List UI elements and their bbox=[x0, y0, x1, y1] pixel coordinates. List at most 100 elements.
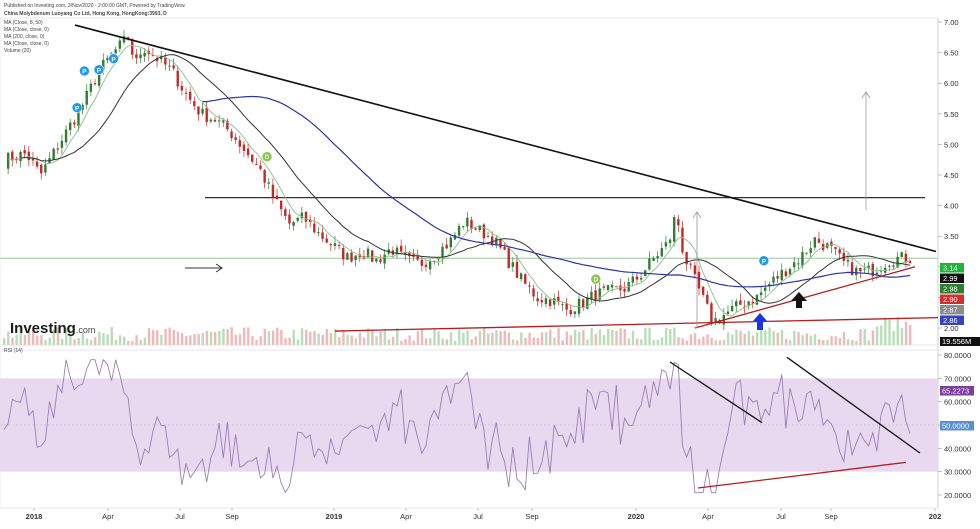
price-badge bbox=[940, 315, 964, 325]
volume-bar bbox=[809, 335, 813, 345]
volume-bar bbox=[267, 331, 271, 345]
price-pane bbox=[0, 17, 939, 346]
volume-bar bbox=[222, 328, 225, 345]
rsi-value-badge-text: 65.2273 bbox=[942, 387, 969, 396]
volume-bar bbox=[271, 330, 275, 345]
volume-bar bbox=[56, 327, 60, 345]
volume-bar bbox=[110, 327, 113, 345]
volume-bar bbox=[27, 331, 31, 345]
volume-bar bbox=[160, 334, 163, 345]
dividend-marker bbox=[93, 64, 105, 76]
volume-bar bbox=[664, 327, 668, 345]
rsi-support-line bbox=[697, 461, 907, 489]
volume-bar bbox=[689, 334, 693, 345]
volume-bar bbox=[292, 329, 295, 345]
volume-bar bbox=[205, 330, 209, 345]
candle-body bbox=[524, 274, 527, 284]
volume-bar bbox=[801, 334, 804, 345]
candle-body bbox=[598, 288, 601, 300]
volume-bar bbox=[867, 340, 871, 345]
time-tick-label: Jul bbox=[776, 512, 786, 521]
volume-bar bbox=[19, 327, 22, 345]
price-tick-label: 6.00 bbox=[944, 79, 959, 88]
time-tick-label: Sep bbox=[824, 512, 837, 521]
candle-body bbox=[404, 252, 407, 255]
candle-body bbox=[114, 49, 117, 54]
time-tick-label: 2020 bbox=[628, 512, 645, 521]
volume-bar bbox=[565, 331, 569, 345]
volume-bar bbox=[201, 333, 204, 345]
time-tick-label: Jul bbox=[473, 512, 483, 521]
volume-bar bbox=[681, 338, 684, 345]
volume-bar bbox=[387, 339, 391, 345]
volume-bar bbox=[706, 334, 709, 345]
volume-bar bbox=[69, 333, 72, 345]
candle-body bbox=[180, 85, 184, 91]
candle-body bbox=[697, 271, 701, 289]
candle-body bbox=[817, 238, 821, 243]
candle-body bbox=[553, 298, 556, 305]
rsi-trendline-1 bbox=[669, 361, 763, 424]
volume-bar bbox=[698, 339, 701, 345]
rsi-value-badge-text: 50.0000 bbox=[942, 422, 969, 431]
volume-bar bbox=[362, 337, 366, 345]
candle-body bbox=[660, 248, 663, 257]
candle-body bbox=[213, 119, 217, 122]
time-tick-label: Apr bbox=[400, 512, 412, 521]
candle-body bbox=[528, 285, 531, 287]
volume-bar bbox=[81, 332, 85, 345]
volume-bar bbox=[478, 330, 482, 345]
target-arrow-left bbox=[692, 211, 702, 328]
candle-body bbox=[730, 306, 734, 311]
volume-bar bbox=[73, 339, 76, 345]
volume-bar bbox=[640, 339, 643, 345]
rsi-tick-label: 20.0000 bbox=[944, 491, 971, 500]
volume-bar bbox=[900, 328, 904, 345]
candle-body bbox=[139, 54, 142, 59]
candle-body bbox=[780, 269, 783, 281]
candle-body bbox=[706, 294, 709, 304]
volume-bar bbox=[710, 337, 713, 345]
volume-bar bbox=[238, 334, 242, 345]
volume-bar bbox=[660, 337, 664, 345]
volume-bar bbox=[722, 339, 726, 345]
candle-body bbox=[275, 195, 279, 200]
price-tick-label: 4.50 bbox=[944, 171, 959, 180]
candle-body bbox=[466, 217, 469, 227]
volume-bar bbox=[85, 338, 89, 345]
candle-body bbox=[590, 291, 593, 300]
candle-body bbox=[420, 259, 424, 266]
candle-body bbox=[867, 265, 870, 269]
dividend-marker bbox=[758, 255, 770, 266]
volume-bar bbox=[445, 339, 449, 345]
price-tick-label: 6.50 bbox=[944, 49, 959, 58]
volume-bar bbox=[168, 327, 171, 345]
volume-bar bbox=[185, 336, 188, 345]
volume-bar bbox=[656, 339, 660, 345]
investing-logo: Investing.com bbox=[10, 320, 95, 337]
target-arrow-right bbox=[861, 91, 871, 210]
candle-body bbox=[246, 148, 250, 156]
indicator-label-5: Volume (20) bbox=[4, 48, 31, 54]
volume-bar bbox=[909, 325, 912, 345]
candle-body bbox=[495, 237, 498, 246]
candle-body bbox=[428, 261, 432, 270]
volume-bar bbox=[768, 327, 771, 345]
volume-bars bbox=[3, 317, 912, 345]
candle-body bbox=[375, 258, 378, 262]
candle-body bbox=[838, 249, 841, 254]
volume-bar bbox=[383, 328, 387, 345]
candle-body bbox=[433, 260, 436, 262]
candle-body bbox=[888, 265, 891, 267]
candle-body bbox=[238, 140, 242, 147]
volume-bar bbox=[44, 340, 47, 345]
candle-body bbox=[863, 268, 866, 270]
ma-mid-line bbox=[20, 54, 911, 304]
volume-bar bbox=[611, 329, 614, 345]
volume-bar bbox=[89, 339, 93, 345]
volume-bar bbox=[242, 327, 246, 345]
candle-body bbox=[701, 286, 705, 295]
time-tick-label: Apr bbox=[702, 512, 714, 521]
volume-bar bbox=[714, 340, 717, 345]
volume-bar bbox=[896, 317, 899, 345]
